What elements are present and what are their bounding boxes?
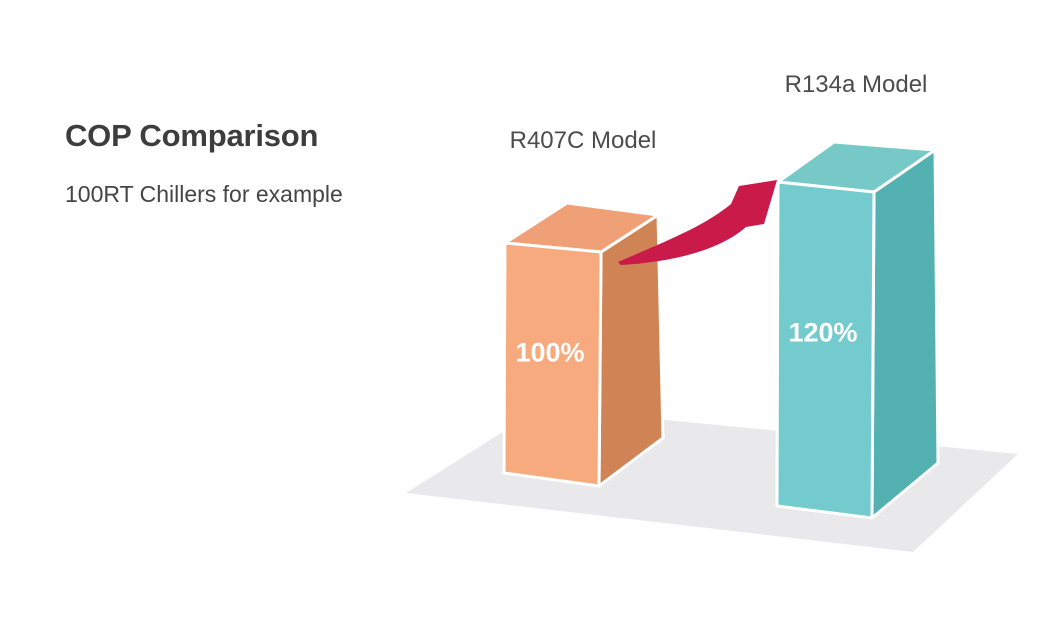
bar-r134a-side-face <box>870 148 940 520</box>
page-subtitle: 100RT Chillers for example <box>65 181 343 207</box>
bar-value-label-r134a: 120% <box>788 317 858 348</box>
bar-r407c <box>502 201 665 488</box>
bar-category-label-r134a: R134a Model <box>784 71 928 98</box>
bar-r407c-front-face <box>502 241 603 488</box>
bar-r134a <box>775 140 940 520</box>
bar-category-label-r407c: R407C Model <box>509 127 657 154</box>
page-title: COP Comparison <box>65 118 319 153</box>
increase-arrow-icon <box>618 180 777 265</box>
bar-value-label-r407c: 100% <box>515 337 585 368</box>
bar-r134a-front-face <box>775 180 876 520</box>
